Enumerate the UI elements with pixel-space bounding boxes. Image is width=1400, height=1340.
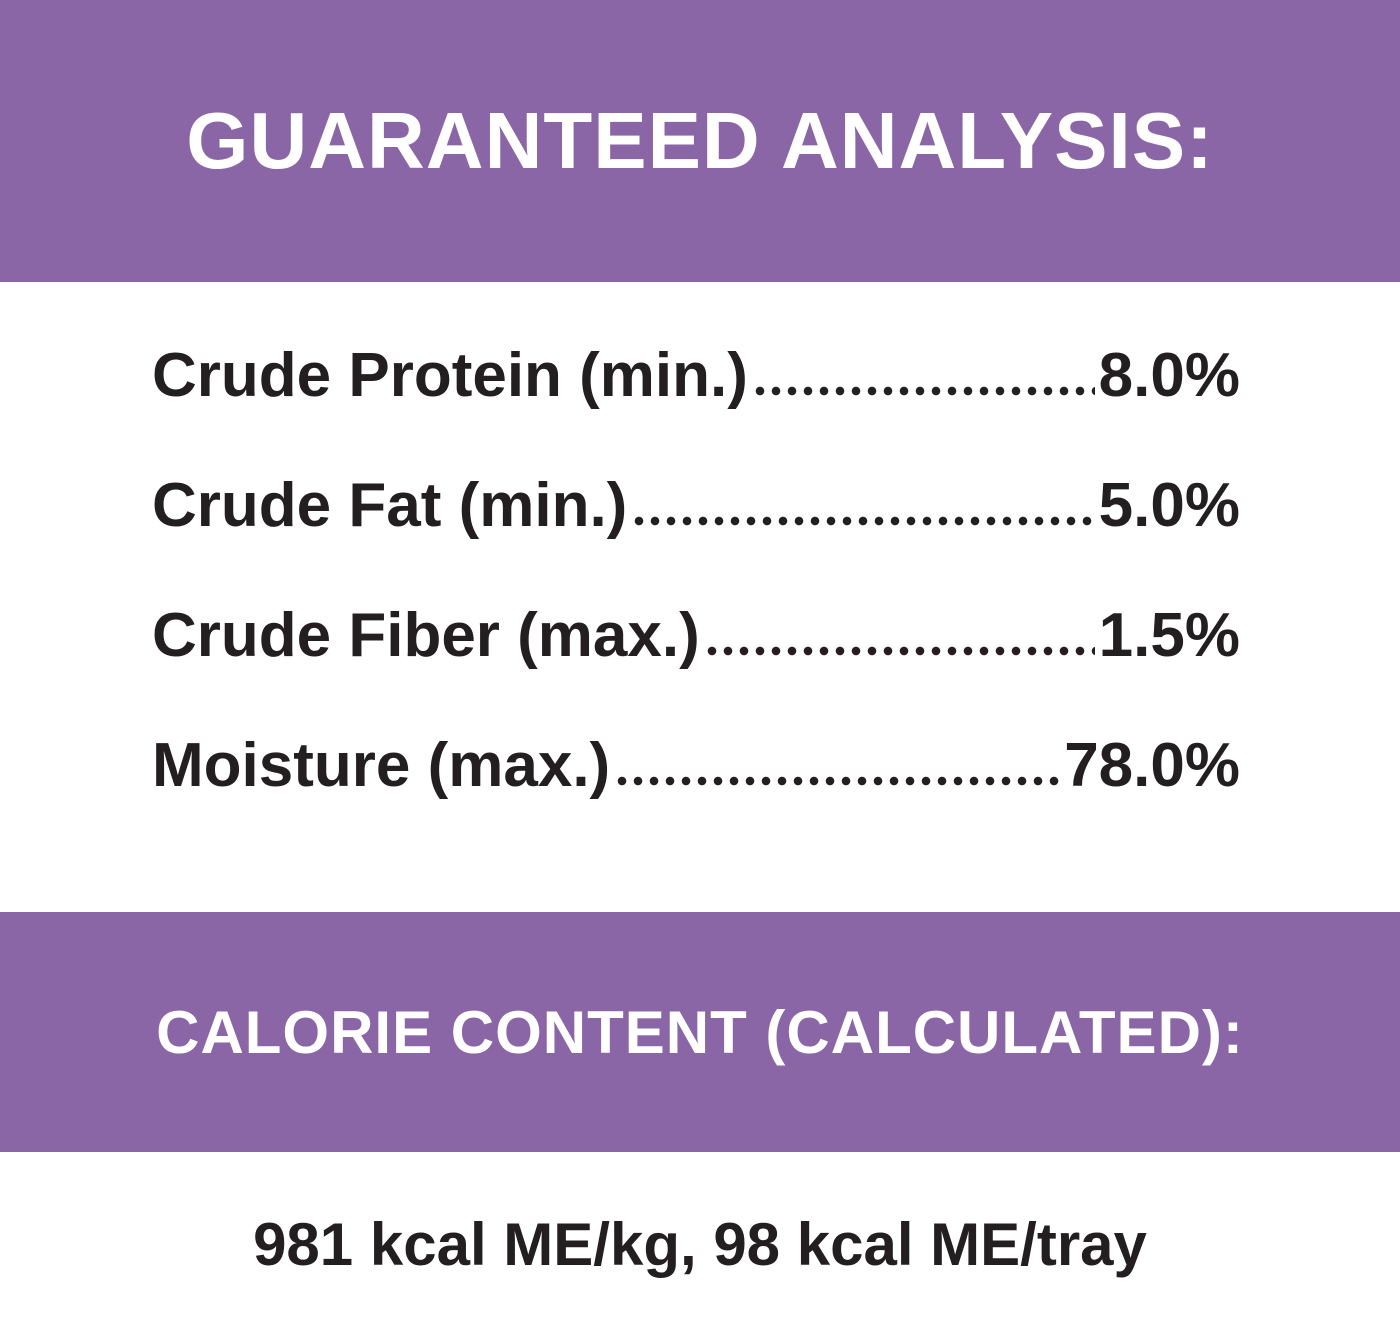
header-title: GUARANTEED ANALYSIS:: [186, 96, 1214, 185]
row-value: 5.0%: [1098, 471, 1240, 540]
row-value: 8.0%: [1098, 341, 1240, 410]
row-label: Crude Fat (min.): [152, 471, 628, 540]
analysis-list: Crude Protein (min.) 8.0% Crude Fat (min.)…: [152, 340, 1240, 860]
row-label: Crude Fiber (max.): [152, 601, 700, 670]
leader-dots: [631, 516, 1095, 526]
analysis-row: Crude Fiber (max.) 1.5%: [152, 600, 1240, 730]
analysis-row: Crude Protein (min.) 8.0%: [152, 340, 1240, 470]
analysis-row: Moisture (max.) 78.0%: [152, 730, 1240, 860]
row-value: 1.5%: [1098, 601, 1240, 670]
row-label: Crude Protein (min.): [152, 341, 748, 410]
analysis-row: Crude Fat (min.) 5.0%: [152, 470, 1240, 600]
calorie-title: CALORIE CONTENT (CALCULATED):: [156, 998, 1244, 1066]
calorie-text: 981 kcal ME/kg, 98 kcal ME/tray: [253, 1211, 1147, 1278]
row-value: 78.0%: [1064, 731, 1240, 800]
calorie-header: CALORIE CONTENT (CALCULATED):: [0, 912, 1400, 1152]
row-label: Moisture (max.): [152, 731, 611, 800]
leader-dots: [703, 646, 1095, 656]
analysis-header: GUARANTEED ANALYSIS:: [0, 0, 1400, 282]
leader-dots: [751, 386, 1095, 396]
leader-dots: [614, 776, 1061, 786]
